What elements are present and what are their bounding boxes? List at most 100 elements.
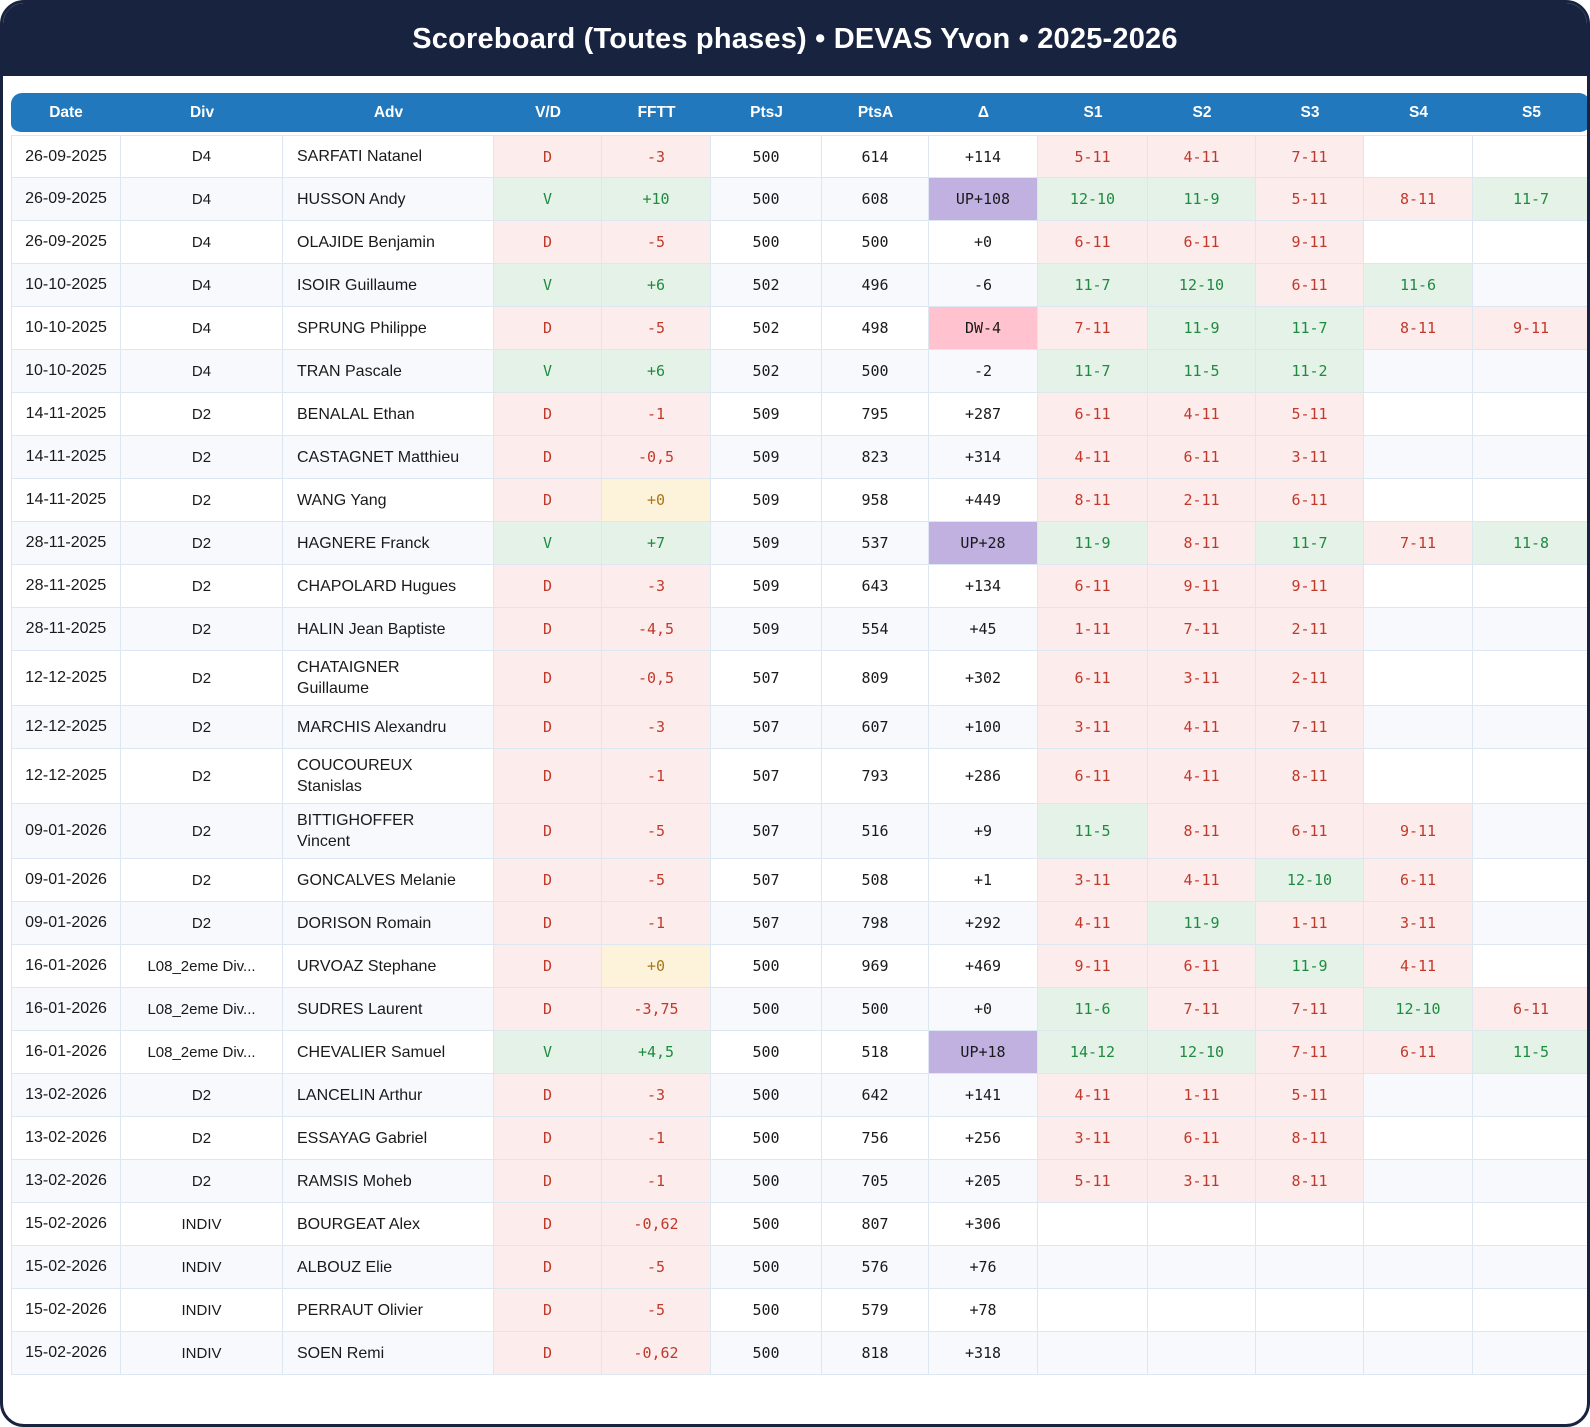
points-player-cell: 507: [711, 859, 822, 902]
delta-cell: +292: [929, 902, 1038, 945]
set-score-cell: 7-11: [1148, 608, 1256, 651]
set-cell-empty: [1473, 135, 1587, 178]
fftt-points-cell: +4,5: [602, 1031, 711, 1074]
fftt-points-cell: -0,62: [602, 1332, 711, 1375]
date-cell: 15-02-2026: [11, 1289, 121, 1332]
date-cell: 28-11-2025: [11, 522, 121, 565]
points-player-cell: 509: [711, 436, 822, 479]
points-player-cell: 509: [711, 479, 822, 522]
set-score-cell: 3-11: [1038, 1117, 1148, 1160]
result-cell: D: [494, 859, 602, 902]
set-score-cell: 11-7: [1038, 264, 1148, 307]
result-cell: D: [494, 1074, 602, 1117]
set-cell-empty: [1473, 221, 1587, 264]
result-cell: D: [494, 1117, 602, 1160]
column-header-s3: S3: [1256, 93, 1364, 135]
set-score-cell: 9-11: [1256, 565, 1364, 608]
fftt-points-cell: -0,5: [602, 436, 711, 479]
date-cell: 14-11-2025: [11, 393, 121, 436]
division-cell: D2: [121, 859, 283, 902]
set-score-cell: 3-11: [1364, 902, 1473, 945]
adversary-cell: DORISON Romain: [283, 902, 494, 945]
table-row: 16-01-2026 L08_2eme Div... SUDRES Laurent D…: [11, 988, 1587, 1031]
points-player-cell: 509: [711, 393, 822, 436]
set-score-cell: 6-11: [1038, 565, 1148, 608]
table-row: 10-10-2025 D4 SPRUNG Philippe D -5 502 498 DW-4…: [11, 307, 1587, 350]
division-cell: L08_2eme Div...: [121, 988, 283, 1031]
table-row: 13-02-2026 D2 RAMSIS Moheb D -1 500 705 +205 5-1…: [11, 1160, 1587, 1203]
points-adversary-cell: 958: [822, 479, 929, 522]
delta-cell: +141: [929, 1074, 1038, 1117]
table-row: 15-02-2026 INDIV PERRAUT Olivier D -5 500 579 +…: [11, 1289, 1587, 1332]
result-cell: D: [494, 565, 602, 608]
points-adversary-cell: 537: [822, 522, 929, 565]
fftt-points-cell: +7: [602, 522, 711, 565]
points-player-cell: 507: [711, 804, 822, 859]
table-row: 12-12-2025 D2 CHATAIGNER Guillaume D -0,5 507…: [11, 651, 1587, 706]
column-header-s5: S5: [1473, 93, 1587, 135]
set-cell-empty: [1364, 221, 1473, 264]
date-cell: 12-12-2025: [11, 706, 121, 749]
set-score-cell: 11-9: [1148, 307, 1256, 350]
points-adversary-cell: 516: [822, 804, 929, 859]
set-cell-empty: [1473, 350, 1587, 393]
points-player-cell: 500: [711, 1074, 822, 1117]
points-adversary-cell: 793: [822, 749, 929, 804]
set-cell-empty: [1364, 1332, 1473, 1375]
fftt-points-cell: -0,5: [602, 651, 711, 706]
set-score-cell: 6-11: [1038, 651, 1148, 706]
points-player-cell: 500: [711, 1117, 822, 1160]
division-cell: D2: [121, 902, 283, 945]
set-cell-empty: [1364, 1203, 1473, 1246]
table-row: 28-11-2025 D2 HALIN Jean Baptiste D -4,5 509 5…: [11, 608, 1587, 651]
set-score-cell: 11-7: [1256, 307, 1364, 350]
table-row: 26-09-2025 D4 SARFATI Natanel D -3 500 614 +114…: [11, 135, 1587, 178]
set-cell-empty: [1364, 135, 1473, 178]
date-cell: 10-10-2025: [11, 307, 121, 350]
set-score-cell: 6-11: [1364, 1031, 1473, 1074]
date-cell: 13-02-2026: [11, 1074, 121, 1117]
set-score-cell: 4-11: [1364, 945, 1473, 988]
set-score-cell: 5-11: [1256, 178, 1364, 221]
adversary-cell: COUCOUREUX Stanislas: [283, 749, 494, 804]
division-cell: D4: [121, 178, 283, 221]
delta-cell: +0: [929, 221, 1038, 264]
set-score-cell: 8-11: [1256, 1160, 1364, 1203]
result-cell: D: [494, 135, 602, 178]
set-score-cell: 11-2: [1256, 350, 1364, 393]
adversary-cell: CHATAIGNER Guillaume: [283, 651, 494, 706]
table-row: 14-11-2025 D2 WANG Yang D +0 509 958 +449 8-11 2-…: [11, 479, 1587, 522]
points-adversary-cell: 823: [822, 436, 929, 479]
division-cell: INDIV: [121, 1289, 283, 1332]
set-score-cell: 7-11: [1364, 522, 1473, 565]
set-cell-empty: [1364, 479, 1473, 522]
result-cell: D: [494, 479, 602, 522]
set-score-cell: 11-5: [1148, 350, 1256, 393]
table-row: 12-12-2025 D2 COUCOUREUX Stanislas D -1 507 79…: [11, 749, 1587, 804]
set-cell-empty: [1364, 1246, 1473, 1289]
set-cell-empty: [1038, 1203, 1148, 1246]
division-cell: D2: [121, 1117, 283, 1160]
points-adversary-cell: 500: [822, 988, 929, 1031]
fftt-points-cell: -5: [602, 804, 711, 859]
adversary-cell: CHEVALIER Samuel: [283, 1031, 494, 1074]
adversary-cell: MARCHIS Alexandru: [283, 706, 494, 749]
set-cell-empty: [1473, 608, 1587, 651]
scoreboard-body: 26-09-2025 D4 SARFATI Natanel D -3 500 614 +114…: [11, 135, 1587, 1375]
set-score-cell: 4-11: [1148, 135, 1256, 178]
result-cell: D: [494, 436, 602, 479]
points-player-cell: 500: [711, 988, 822, 1031]
set-score-cell: 11-9: [1148, 178, 1256, 221]
set-score-cell: 2-11: [1148, 479, 1256, 522]
set-score-cell: 8-11: [1364, 178, 1473, 221]
fftt-points-cell: -1: [602, 1160, 711, 1203]
division-cell: L08_2eme Div...: [121, 1031, 283, 1074]
division-cell: D4: [121, 307, 283, 350]
column-header-div: Div: [121, 93, 283, 135]
fftt-points-cell: -5: [602, 221, 711, 264]
fftt-points-cell: -5: [602, 307, 711, 350]
adversary-cell: BITTIGHOFFER Vincent: [283, 804, 494, 859]
points-adversary-cell: 614: [822, 135, 929, 178]
result-cell: D: [494, 1246, 602, 1289]
points-adversary-cell: 498: [822, 307, 929, 350]
